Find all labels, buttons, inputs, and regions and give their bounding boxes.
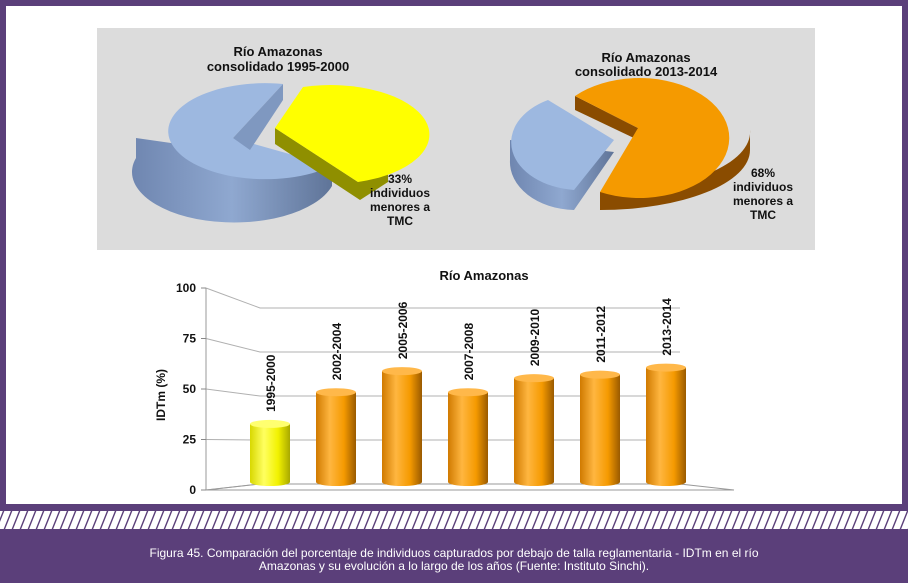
pie2-slice-orange-cut [575, 96, 638, 140]
bar-2009-2010: 2009-2010 [514, 308, 554, 486]
bar-chart-idtm: Río Amazonas IDTm (%) 0 25 50 75 100 1995-20… [154, 268, 735, 497]
decorative-hatch-band [0, 511, 908, 529]
pie1-slice-label-line4: TMC [387, 214, 413, 228]
frame-top-border [0, 0, 908, 6]
pie2-slice-label-line2: individuos [733, 180, 793, 194]
pie2-slice-label-line4: TMC [750, 208, 776, 222]
bar-top [250, 419, 290, 428]
frame-left-border [0, 0, 6, 510]
bar-top [382, 367, 422, 376]
x-category-label: 2013-2014 [660, 298, 674, 356]
bar-layer: 1995-2000 2002-2004 2005-2006 2007-2008 2009… [250, 298, 686, 486]
pie2-slice-label-line1: 68% [751, 166, 775, 180]
pie2-slice-blue [511, 100, 614, 190]
y-tick-label: 100 [176, 281, 196, 295]
x-category-label: 2009-2010 [528, 308, 542, 366]
y-tick-label: 75 [183, 332, 197, 346]
bar-body [316, 392, 356, 486]
pie1-slice-label-line1: 33% [388, 172, 412, 186]
bar-chart-title: Río Amazonas [439, 268, 528, 283]
pie-chart-1995-2000: Río Amazonas consolidado 1995-2000 33% i… [131, 44, 430, 228]
y-axis-label: IDTm (%) [154, 369, 168, 421]
frame-right-border [902, 0, 908, 510]
bar-body [514, 378, 554, 486]
gridline [205, 287, 680, 309]
x-category-label: 2002-2004 [330, 323, 344, 381]
caption-line2: Amazonas y su evolución a lo largo de lo… [259, 559, 649, 573]
bar-2007-2008: 2007-2008 [448, 323, 488, 486]
caption-bar [0, 529, 908, 583]
bar-2005-2006: 2005-2006 [382, 301, 422, 486]
pie1-slice-blue-cut [233, 84, 283, 150]
y-tick-label: 0 [189, 483, 196, 497]
bar-2013-2014: 2013-2014 [646, 298, 686, 486]
bar-2002-2004: 2002-2004 [316, 323, 356, 486]
pie1-slice-yellow-side [275, 128, 388, 200]
pie2-slice-orange-side [600, 130, 751, 210]
pie1-slice-blue [168, 83, 332, 180]
pie1-title-line2: consolidado 1995-2000 [207, 59, 349, 74]
pie1-slice-label-line3: menores a [370, 200, 430, 214]
caption-line1: Figura 45. Comparación del porcentaje de… [149, 546, 758, 560]
bar-top [316, 388, 356, 397]
bar-body [382, 371, 422, 486]
bar-top [646, 363, 686, 372]
bar-2011-2012: 2011-2012 [580, 306, 620, 486]
x-category-label: 1995-2000 [264, 354, 278, 412]
bar-top [514, 374, 554, 383]
pie2-slice-label-line3: menores a [733, 194, 793, 208]
pie2-slice-orange [575, 78, 730, 199]
bar-top [580, 370, 620, 379]
pie2-title-line2: consolidado 2013-2014 [575, 64, 718, 79]
bar-body [580, 374, 620, 486]
y-tick-layer: 0 25 50 75 100 [176, 281, 206, 497]
pie1-title-line1: Río Amazonas [233, 44, 322, 59]
bar-1995-2000: 1995-2000 [250, 354, 290, 486]
bar-body [448, 392, 488, 486]
pie-chart-2013-2014: Río Amazonas consolidado 2013-2014 68% i… [509, 50, 793, 222]
bar-body [646, 367, 686, 486]
x-category-label: 2005-2006 [396, 301, 410, 359]
y-tick-label: 50 [183, 382, 197, 396]
bar-body [250, 423, 290, 486]
bar-top [448, 388, 488, 397]
pie1-slice-label-line2: individuos [370, 186, 430, 200]
pie1-slice-yellow [275, 85, 430, 182]
y-tick-label: 25 [183, 433, 197, 447]
x-category-label: 2007-2008 [462, 323, 476, 381]
frame-bottom-border [0, 504, 908, 512]
x-category-label: 2011-2012 [594, 306, 608, 363]
pie2-title-line1: Río Amazonas [601, 50, 690, 65]
gridline [205, 338, 680, 353]
